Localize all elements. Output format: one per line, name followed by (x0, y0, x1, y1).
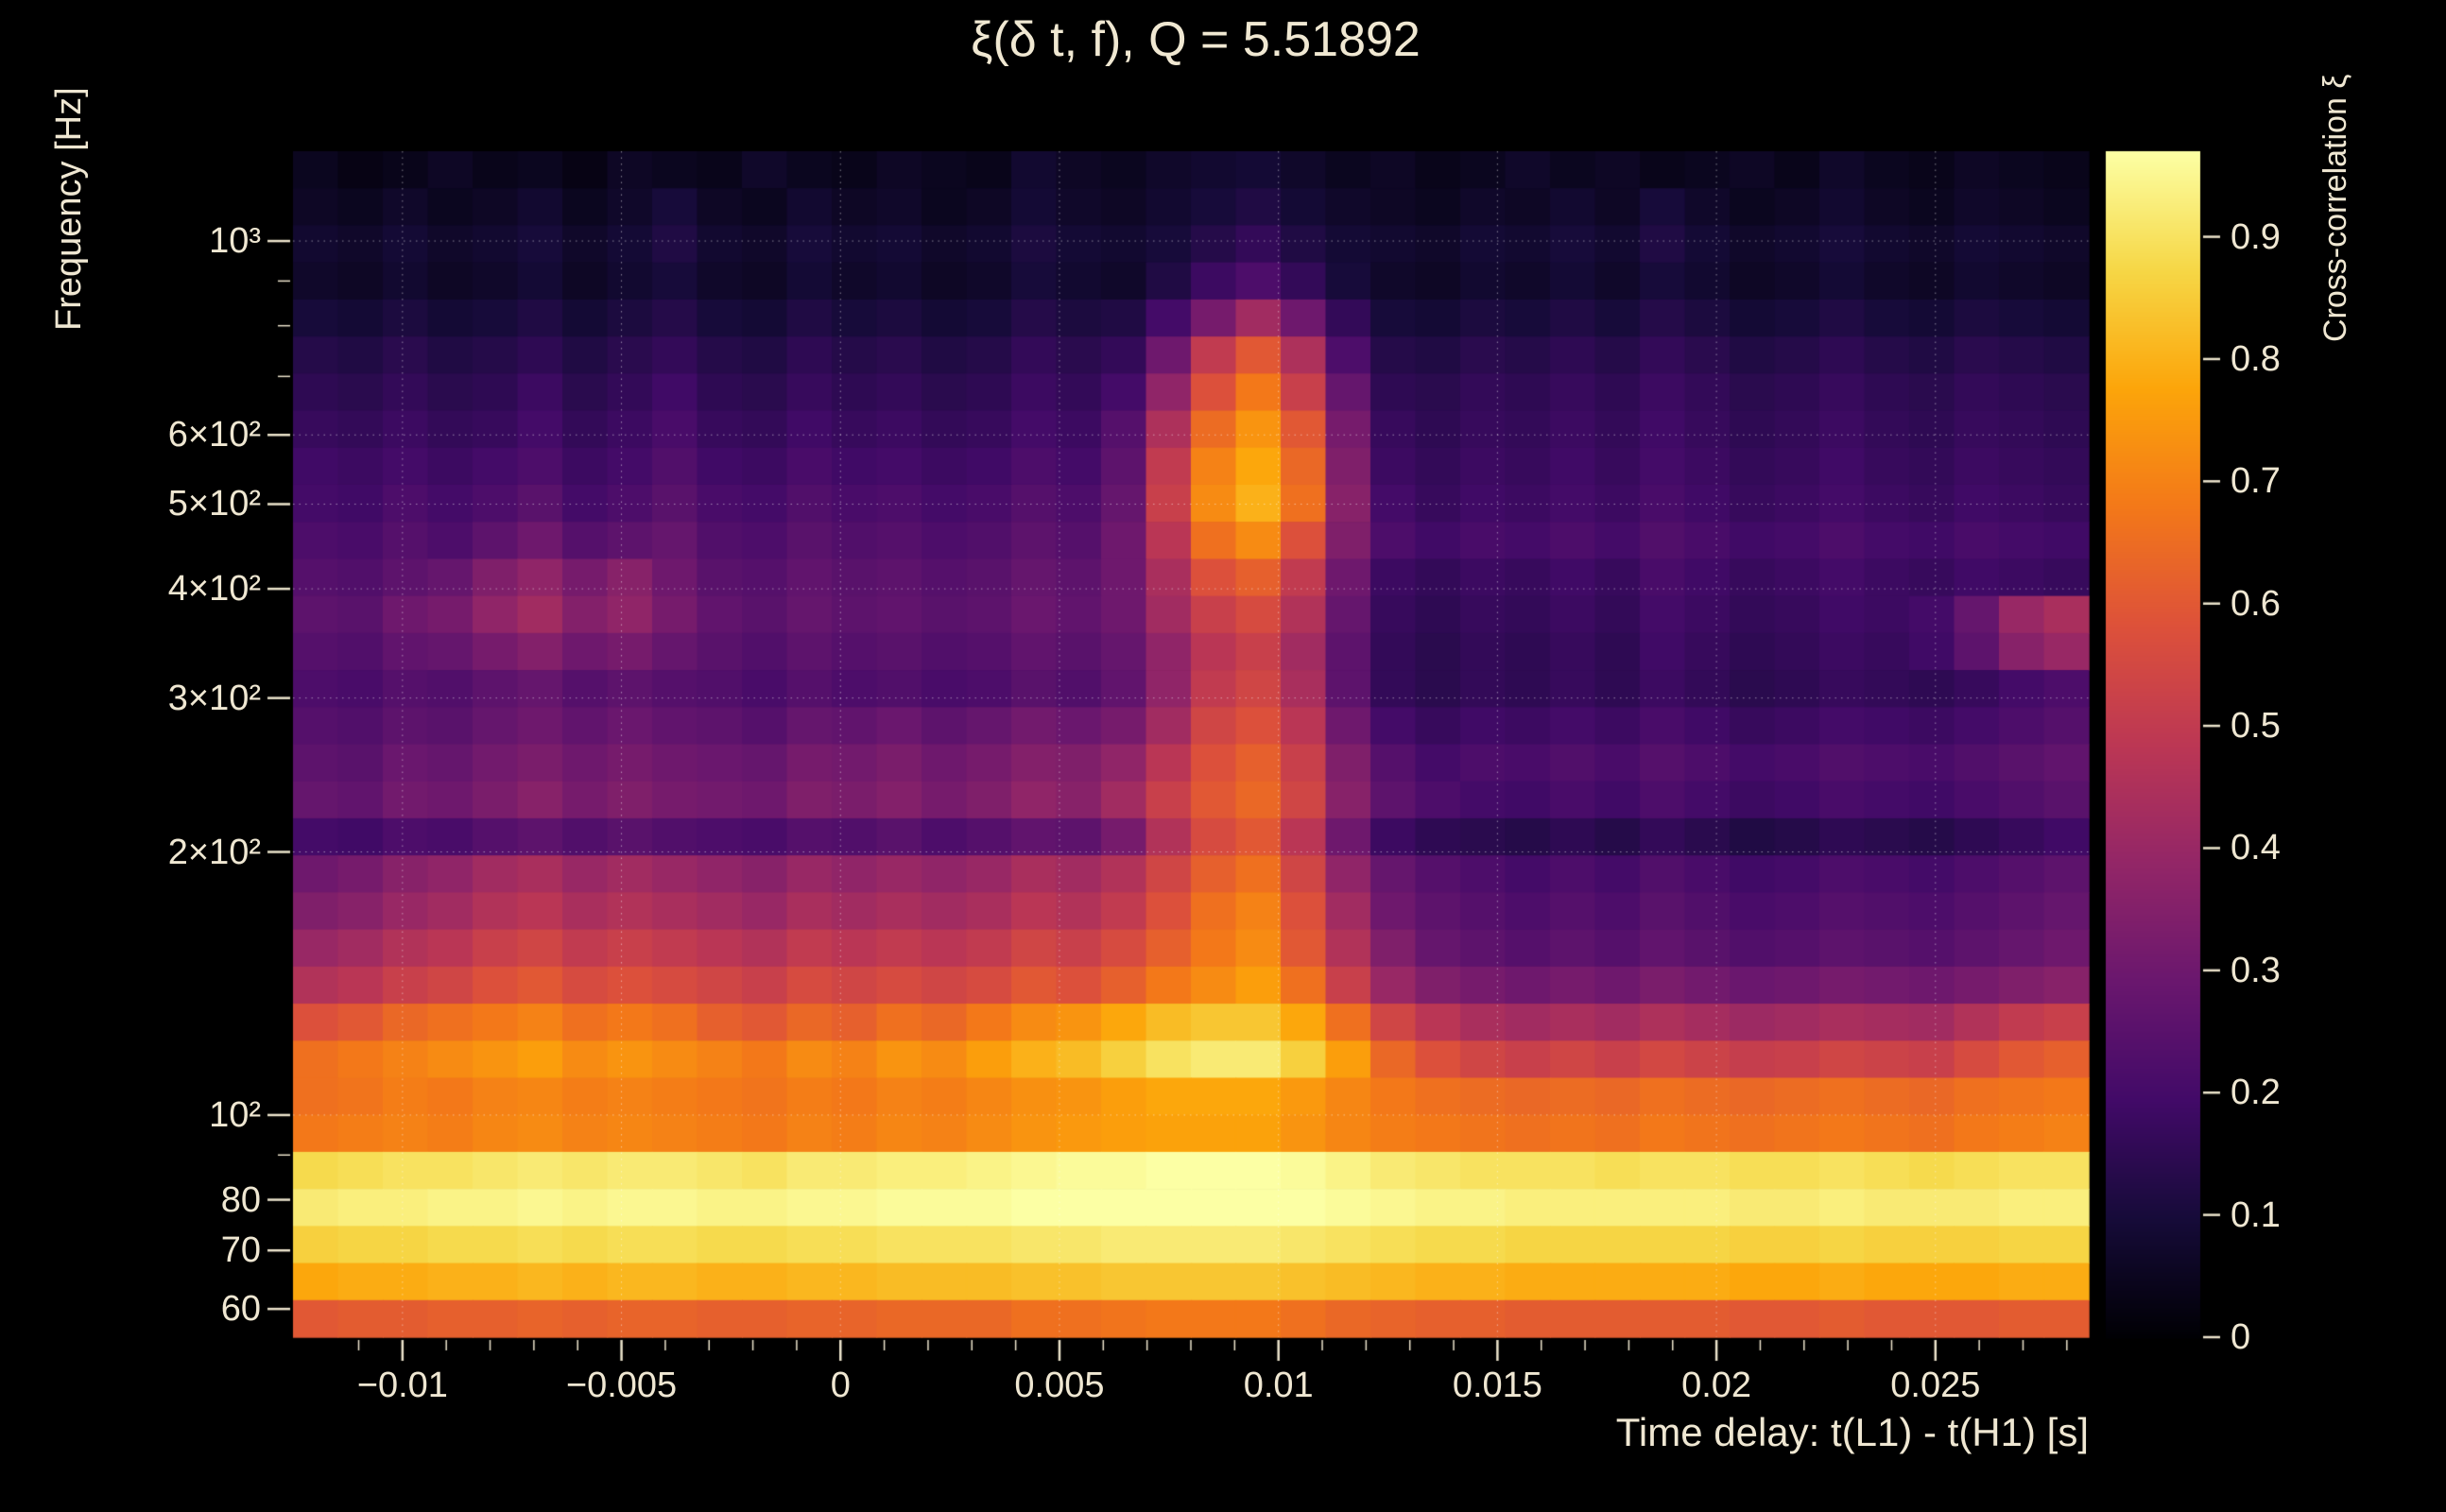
x-tick-label: 0.02 (1681, 1366, 1752, 1405)
colorbar-tick-label: 0.9 (2231, 216, 2281, 257)
y-tick-label: 10² (209, 1094, 261, 1135)
x-tick-label: 0 (830, 1366, 851, 1405)
x-tick-label: 0.025 (1890, 1366, 1981, 1405)
y-tick-label: 2×10² (167, 832, 261, 872)
colorbar-tick-label: 0.6 (2231, 583, 2281, 624)
x-tick-label: −0.005 (565, 1366, 678, 1405)
colorbar-tick-label: 0.2 (2231, 1073, 2281, 1113)
y-tick-label: 4×10² (167, 569, 261, 610)
colorbar-tick-label: 0.7 (2231, 461, 2281, 502)
colorbar-tick-label: 0.3 (2231, 950, 2281, 990)
colorbar-tick-label: 0.4 (2231, 828, 2281, 868)
y-axis-title: Frequency [Hz] (49, 87, 89, 331)
y-tick-label: 3×10² (167, 678, 261, 718)
colorbar-tick-label: 0 (2231, 1317, 2251, 1357)
y-tick-label: 6×10² (167, 415, 261, 455)
y-tick-label: 80 (220, 1179, 261, 1220)
x-axis-title: Time delay: t(L1) - t(H1) [s] (1615, 1410, 2089, 1454)
colorbar-tick-label: 0.5 (2231, 706, 2281, 747)
y-tick-label: 10³ (209, 221, 261, 262)
colorbar-title: Cross-correlation ξ (2317, 74, 2353, 342)
x-tick-label: 0.015 (1452, 1366, 1542, 1405)
x-tick-label: −0.01 (356, 1366, 448, 1405)
colorbar-tick-label: 0.8 (2231, 338, 2281, 379)
y-tick-label: 70 (220, 1230, 261, 1271)
x-tick-label: 0.005 (1014, 1366, 1105, 1405)
y-tick-label: 5×10² (167, 484, 261, 524)
x-tick-label: 0.01 (1243, 1366, 1314, 1405)
colorbar-tick-label: 0.1 (2231, 1194, 2281, 1235)
y-tick-label: 60 (220, 1289, 261, 1330)
